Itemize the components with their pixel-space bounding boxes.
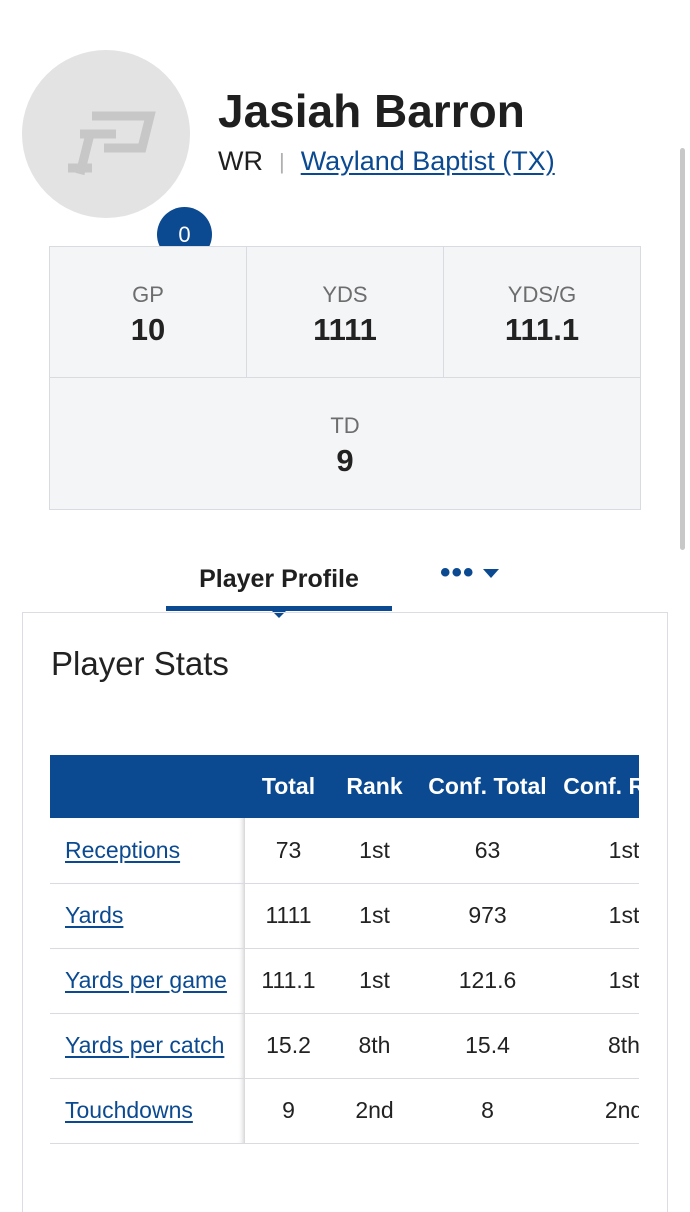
separator: | (278, 148, 285, 174)
summary-cell-ydsg: YDS/G 111.1 (443, 246, 641, 378)
table-row: Touchdowns 9 2nd 8 2nd (50, 1078, 639, 1143)
site-logo-icon (68, 111, 156, 176)
stat-link-yards[interactable]: Yards (65, 902, 124, 928)
profile-tabs: Player Profile ••• (22, 548, 668, 618)
conf-total-cell: 121.6 (458, 967, 517, 993)
stats-table-scroll[interactable]: Total Rank Conf. Total Conf. Rank Recept… (50, 755, 639, 1145)
column-header: Conf. Rank (563, 773, 639, 799)
player-position: WR (218, 146, 263, 176)
summary-value: 10 (130, 312, 166, 347)
total-cell: 73 (275, 836, 302, 863)
active-tab-notch (272, 611, 286, 618)
column-header: Total (261, 773, 316, 799)
stat-link-touchdowns[interactable]: Touchdowns (65, 1097, 193, 1123)
summary-label: YDS (322, 282, 368, 307)
rank-cell: 1st (359, 836, 390, 863)
player-subline: WR | Wayland Baptist (TX) (218, 146, 555, 177)
conf-total-cell: 63 (474, 836, 501, 863)
caret-down-icon (482, 568, 499, 578)
rank-cell: 2nd (355, 1097, 394, 1123)
page-scrollbar[interactable] (680, 148, 685, 550)
stat-link-yards-per-game[interactable]: Yards per game (65, 967, 227, 993)
column-header (50, 755, 245, 818)
conf-total-cell: 8 (481, 1097, 494, 1123)
rank-cell: 1st (359, 902, 390, 928)
table-row: Yards per catch 15.2 8th 15.4 8th (50, 1013, 639, 1078)
stat-name-cell: Yards (50, 883, 245, 948)
tab-player-profile[interactable]: Player Profile (199, 564, 359, 593)
stat-name-cell: Receptions (50, 818, 245, 883)
active-tab-indicator (166, 606, 392, 611)
rank-cell: 8th (358, 1032, 391, 1058)
school-link[interactable]: Wayland Baptist (TX) (300, 146, 555, 176)
conf-rank-cell: 1st (608, 967, 639, 993)
table-row: Receptions 73 1st 63 1st (50, 818, 639, 883)
column-header: Rank (346, 773, 403, 799)
more-dots-icon: ••• (440, 556, 475, 589)
total-cell: 111.1 (261, 967, 316, 993)
stats-table: Total Rank Conf. Total Conf. Rank Recept… (50, 755, 639, 1144)
summary-label: YDS/G (507, 282, 577, 307)
total-cell: 1111 (265, 902, 312, 928)
stat-name-cell: Yards per catch (50, 1013, 245, 1078)
stat-name-cell: Touchdowns (50, 1078, 245, 1143)
panel-title: Player Stats (51, 645, 229, 682)
total-cell: 15.2 (266, 1032, 311, 1058)
player-avatar: 0 (22, 50, 212, 262)
conf-total-cell: 973 (468, 902, 507, 928)
more-tabs-button[interactable]: ••• (440, 558, 499, 588)
table-row: Yards per game 111.1 1st 121.6 1st (50, 948, 639, 1013)
player-stats-panel (22, 612, 668, 1212)
stat-link-yards-per-catch[interactable]: Yards per catch (65, 1032, 225, 1058)
conf-rank-cell: 2nd (604, 1097, 639, 1123)
rank-cell: 1st (359, 967, 390, 993)
summary-cell-yds: YDS 1111 (246, 246, 444, 378)
summary-value: 1111 (313, 312, 377, 347)
stat-link-receptions[interactable]: Receptions (65, 836, 181, 863)
conf-rank-cell: 1st (608, 902, 639, 928)
summary-label: TD (330, 413, 360, 438)
stat-name-cell: Yards per game (50, 948, 245, 1013)
conf-total-cell: 15.4 (465, 1032, 510, 1058)
table-header-row: Total Rank Conf. Total Conf. Rank (50, 755, 639, 818)
summary-stats: GP 10 YDS 1111 YDS/G 111.1 TD 9 (49, 246, 641, 510)
player-name: Jasiah Barron (218, 85, 525, 137)
summary-value: 9 (336, 443, 354, 478)
summary-cell-gp: GP 10 (49, 246, 247, 378)
table-row: Yards 1111 1st 973 1st (50, 883, 639, 948)
conf-rank-cell: 1st (608, 836, 639, 863)
summary-cell-td: TD 9 (49, 377, 641, 510)
conf-rank-cell: 8th (608, 1032, 639, 1058)
total-cell: 9 (282, 1097, 295, 1123)
column-header: Conf. Total (428, 773, 547, 799)
summary-value: 111.1 (504, 312, 580, 347)
summary-label: GP (132, 282, 164, 307)
